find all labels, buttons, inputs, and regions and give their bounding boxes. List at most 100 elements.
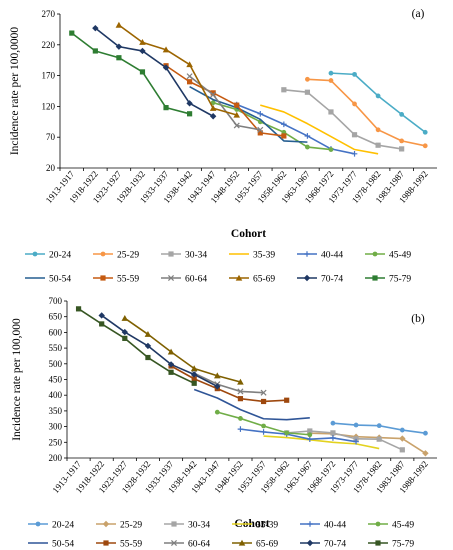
series-line-75-79 [78,308,195,384]
data-point-70-74 [190,371,198,378]
data-point-55-59 [281,133,287,139]
data-point-20-24 [328,70,334,76]
data-point-20-24 [399,427,405,433]
legend-label: 55-59 [120,539,142,549]
series-line-50-54 [193,388,310,421]
y-tick-label: 350 [49,406,63,416]
y-tick-label: 170 [42,71,56,81]
data-point-40-44 [351,151,358,157]
y-tick-label: 600 [49,327,63,337]
legend-label: 70-74 [324,539,346,549]
legend-label: 20-24 [52,520,74,530]
data-point-55-59 [237,396,244,402]
data-point-65-69 [233,111,241,118]
series-line-50-54 [189,85,308,143]
data-point-45-49 [307,432,313,438]
data-point-65-69 [144,330,152,337]
y-tick-label: 200 [49,453,63,463]
y-tick-label: 700 [49,296,63,306]
data-point-45-49 [305,144,310,150]
legend-label: 60-64 [188,539,210,549]
legend-label: 50-54 [52,539,74,549]
legend-label: 50-54 [49,274,71,284]
data-point-25-29 [399,435,406,442]
data-point-40-44 [257,110,264,117]
y-tick-label: 550 [49,343,63,353]
series-line-55-59 [165,65,284,137]
data-point-40-44 [260,429,267,435]
data-point-20-24 [399,112,405,117]
series-line-55-59 [170,365,287,403]
data-point-70-74 [115,43,123,50]
series-line-60-64 [193,372,264,394]
legend-marker-30-34 [171,521,177,527]
legend-marker-55-59 [103,540,109,546]
legend-label: 35-39 [256,520,278,530]
data-point-30-34 [281,87,287,93]
data-point-70-74 [144,342,152,350]
data-point-60-64 [210,91,217,98]
data-point-75-79 [92,48,98,54]
data-point-55-59 [284,397,290,403]
data-point-65-69 [214,372,221,379]
legend-label: 65-69 [253,274,275,284]
data-point-20-24 [352,71,357,77]
legend-label: 30-34 [188,520,210,530]
data-point-60-64 [257,126,264,133]
legend-marker-40-44 [304,251,310,257]
data-point-20-24 [422,129,428,135]
data-point-30-34 [353,436,359,442]
series-line-30-34 [286,430,403,451]
series-line-75-79 [71,32,190,115]
legend-marker-75-79 [375,540,381,546]
data-point-65-69 [190,365,198,372]
y-tick-label: 400 [49,390,63,400]
data-point-70-74 [186,100,193,107]
series-line-45-49 [212,101,332,151]
legend-label: 55-59 [117,274,139,284]
data-point-45-49 [284,430,290,436]
data-point-20-24 [423,430,428,436]
legend-marker-65-69 [235,274,243,281]
legend-label: 45-49 [389,250,411,260]
series-line-65-69 [124,317,241,383]
legend-label: 25-29 [120,520,142,530]
data-point-55-59 [257,130,263,136]
data-point-40-44 [304,133,311,139]
series-line-30-34 [283,88,402,150]
x-axis-title: Cohort [234,518,269,530]
data-point-60-64 [233,122,240,129]
y-tick-label: 500 [49,359,63,369]
y-axis-title: Incidence rate per 100,000 [11,318,23,441]
legend-marker-40-44 [307,521,313,527]
series-line-25-29 [307,78,426,147]
data-point-55-59 [234,102,240,108]
data-point-30-34 [328,109,334,115]
data-point-20-24 [375,93,381,99]
data-point-75-79 [99,321,105,327]
legend-marker-45-49 [372,251,378,257]
data-point-70-74 [209,113,217,120]
series-line-70-74 [101,314,218,388]
legend-marker-20-24 [32,251,38,257]
legend-label: 65-69 [256,539,278,549]
legend-label: 45-49 [392,520,414,530]
legend-label: 60-64 [185,274,207,284]
legend-marker-25-29 [102,520,110,528]
legend-label: 25-29 [117,250,139,260]
data-point-70-74 [92,24,99,32]
data-point-70-74 [121,328,129,336]
y-tick-label: 300 [49,422,63,432]
legend-marker-20-24 [35,521,41,527]
legend-marker-55-59 [100,275,106,281]
data-point-45-49 [328,147,334,152]
data-point-65-69 [237,378,244,385]
data-point-75-79 [163,105,169,111]
y-tick-label: 70 [46,132,56,142]
data-point-55-59 [191,376,197,382]
data-point-30-34 [351,132,358,138]
data-point-75-79 [191,380,197,386]
data-point-30-34 [304,89,311,95]
data-point-55-59 [210,90,216,96]
